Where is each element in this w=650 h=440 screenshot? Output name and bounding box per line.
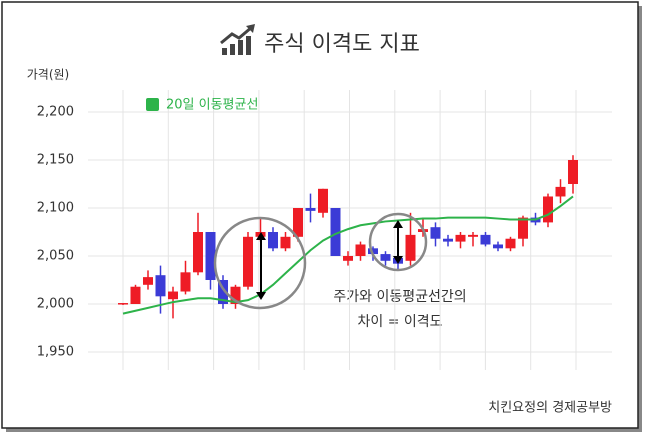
candle-body: [555, 186, 566, 197]
arrow-head: [393, 256, 403, 264]
candle-body: [330, 208, 341, 256]
candle-body: [343, 256, 353, 261]
candle-body: [355, 244, 366, 256]
candle-body: [168, 291, 178, 300]
candle-body: [505, 238, 516, 249]
y-axis-label: 가격(원): [27, 68, 69, 82]
chart-title: 주식 이격도 지표: [264, 32, 420, 57]
candle-body: [405, 234, 416, 261]
candle-body: [305, 208, 316, 211]
candle-body: [268, 232, 278, 249]
candle-body: [280, 236, 291, 249]
candle-body: [205, 232, 216, 280]
candle-body: [493, 244, 503, 249]
y-tick-label: 1,950: [37, 345, 74, 360]
candle-body: [230, 286, 241, 304]
y-tick-label: 2,100: [37, 201, 74, 216]
candle-body: [130, 286, 141, 304]
candle-body: [180, 272, 191, 292]
legend-swatch: [146, 98, 159, 111]
y-tick-label: 2,150: [37, 153, 74, 168]
candle-body: [443, 238, 453, 242]
annotation: 차이 = 이격도: [357, 314, 442, 330]
candle-body: [218, 280, 228, 304]
candle-body: [193, 232, 203, 273]
candle-body: [243, 236, 253, 287]
candle-body: [430, 227, 441, 239]
candle-body: [380, 254, 391, 261]
candle-body: [543, 196, 553, 223]
moving-average-line: [122, 195, 574, 315]
candle-body: [143, 277, 153, 285]
candle-body: [568, 160, 578, 184]
arrow-head: [256, 292, 266, 300]
candle-body: [318, 188, 328, 213]
title-icon: [220, 24, 255, 55]
y-tick-label: 2,200: [37, 105, 74, 120]
candle-body: [518, 217, 528, 239]
candle-body: [455, 234, 466, 242]
frame: [1, 1, 639, 429]
y-tick-label: 2,050: [37, 249, 74, 264]
candle-body: [118, 303, 128, 305]
highlight-circle: [213, 216, 307, 310]
highlight-circle: [368, 212, 428, 272]
legend-label: 20일 이동평균선: [166, 98, 258, 113]
y-tick-label: 2,000: [37, 297, 74, 312]
arrow-head: [393, 220, 403, 228]
annotation: 주가와 이동평균선간의: [333, 289, 466, 305]
source: 치킨요정의 경제공부방: [488, 401, 612, 416]
candle-body: [480, 234, 491, 245]
candle-body: [368, 248, 378, 255]
arrow-head: [256, 232, 266, 240]
candle-body: [293, 208, 303, 237]
candle-body: [155, 275, 166, 297]
candle-body: [468, 234, 478, 237]
